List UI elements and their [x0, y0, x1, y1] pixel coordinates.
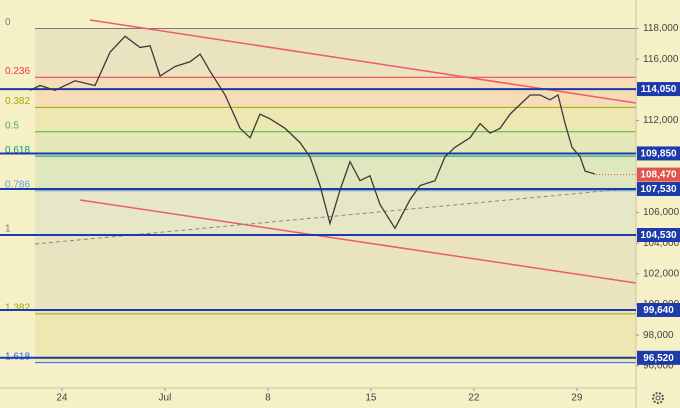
x-tick-label: 8 — [265, 393, 271, 404]
level-price-box — [637, 350, 680, 365]
fib-band — [35, 77, 636, 108]
y-tick-label: 116,000 — [643, 54, 679, 65]
fib-label: 1 — [5, 224, 11, 235]
fib-band — [35, 313, 636, 363]
level-price-label: 107,530 — [640, 184, 677, 195]
y-tick-label: 96,000 — [643, 360, 674, 371]
level-price-label: 96,520 — [643, 353, 674, 364]
fib-label: 1.382 — [5, 303, 30, 314]
y-tick-label: 118,000 — [643, 23, 679, 34]
fib-band — [35, 190, 636, 236]
fib-band — [35, 235, 636, 314]
gear[interactable] — [652, 392, 664, 404]
last-price-box — [637, 167, 680, 182]
level-price-box — [637, 228, 680, 243]
level-price-label: 114,050 — [641, 84, 677, 95]
fib-label: 0 — [5, 17, 11, 28]
x-tick-label: 22 — [468, 393, 480, 404]
fib-band — [35, 156, 636, 191]
y-tick-label: 102,000 — [643, 268, 680, 279]
level-price-box — [637, 146, 680, 161]
level-price-box — [637, 82, 680, 97]
x-tick-label: 24 — [56, 393, 68, 404]
fib-band — [35, 131, 636, 157]
level-price-box — [637, 302, 680, 317]
fib-label: 0.5 — [5, 120, 19, 131]
last-price-label: 108,470 — [640, 170, 677, 181]
settings-icon[interactable] — [652, 392, 664, 404]
level-price-box — [637, 182, 680, 197]
x-tick-label: 15 — [365, 393, 377, 404]
level-price-label: 99,640 — [643, 305, 674, 316]
y-tick-label: 98,000 — [643, 330, 674, 341]
fib-band — [35, 28, 636, 78]
price-line — [29, 35, 596, 230]
fib-label: 0.786 — [5, 179, 30, 190]
trend-line-lower — [79, 199, 637, 284]
gear-center[interactable] — [655, 395, 661, 401]
x-tick-label: Jul — [159, 393, 172, 404]
fib-label: 0.236 — [5, 66, 30, 77]
y-tick-label: 106,000 — [643, 207, 680, 218]
fib-label: 0.382 — [5, 96, 30, 107]
level-price-label: 109,850 — [640, 149, 677, 160]
fib-label: 0.618 — [5, 145, 30, 156]
x-tick-label: 29 — [571, 393, 583, 404]
level-price-label: 104,530 — [640, 230, 677, 241]
y-tick-label: 104,000 — [643, 238, 680, 249]
fib-band — [35, 107, 636, 132]
fib-label: 1.618 — [5, 351, 30, 362]
y-tick-label: 112,000 — [643, 115, 679, 126]
